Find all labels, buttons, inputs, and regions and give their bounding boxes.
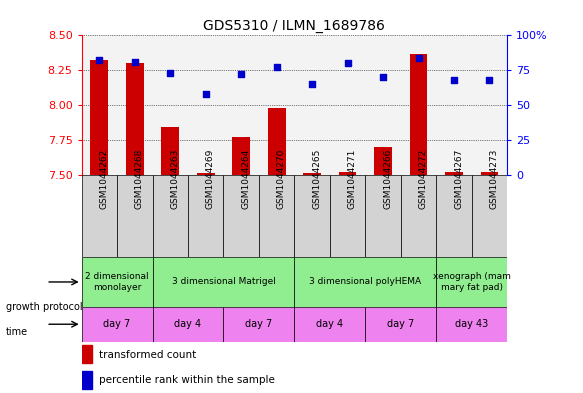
Text: day 7: day 7 [245,319,273,329]
Bar [161,127,179,175]
Text: GSM1044273: GSM1044273 [490,149,498,209]
Text: day 43: day 43 [455,319,489,329]
Bar [233,137,250,175]
Bar [445,172,463,175]
Text: day 4: day 4 [174,319,202,329]
Bar [294,35,330,175]
Bar [366,175,401,257]
Bar [294,257,436,307]
Bar [153,257,294,307]
Bar [294,175,330,257]
Bar [401,175,436,257]
Point [94,57,104,64]
Text: 3 dimensional polyHEMA: 3 dimensional polyHEMA [310,277,422,286]
Bar [153,307,223,342]
Bar [153,175,188,257]
Point [449,77,459,83]
Point [272,64,282,71]
Bar [436,257,507,307]
Bar [366,307,436,342]
Text: GSM1044269: GSM1044269 [206,149,215,209]
Text: GSM1044264: GSM1044264 [241,149,250,209]
Bar [223,307,294,342]
Bar [82,345,92,364]
Point [485,77,494,83]
Bar [410,53,427,175]
Bar [374,147,392,175]
Text: GSM1044267: GSM1044267 [454,149,463,209]
Bar [330,35,366,175]
Bar [401,35,436,175]
Point [130,59,139,65]
Bar [294,307,366,342]
Text: time: time [6,327,28,337]
Text: GSM1044265: GSM1044265 [312,149,321,209]
Bar [82,257,153,307]
Bar [436,175,472,257]
Title: GDS5310 / ILMN_1689786: GDS5310 / ILMN_1689786 [203,19,385,33]
Point [201,91,210,97]
Bar [480,172,498,175]
Bar [117,35,153,175]
Bar [303,173,321,175]
Point [378,74,388,81]
Bar [188,35,223,175]
Bar [153,35,188,175]
Text: 3 dimensional Matrigel: 3 dimensional Matrigel [171,277,275,286]
Text: GSM1044272: GSM1044272 [419,149,427,209]
Bar [126,63,143,175]
Text: GSM1044266: GSM1044266 [383,149,392,209]
Bar [366,35,401,175]
Text: 2 dimensional
monolayer: 2 dimensional monolayer [85,272,149,292]
Bar [197,173,215,175]
Bar [223,175,259,257]
Bar [82,371,92,389]
Bar [436,307,507,342]
Text: GSM1044270: GSM1044270 [277,149,286,209]
Bar [472,175,507,257]
Bar [188,175,223,257]
Text: GSM1044262: GSM1044262 [99,149,108,209]
Point [237,71,246,77]
Point [307,81,317,87]
Point [166,70,175,76]
Text: day 7: day 7 [387,319,415,329]
Bar [82,175,117,257]
Bar [330,175,366,257]
Bar [259,35,294,175]
Text: day 7: day 7 [103,319,131,329]
Bar [259,175,294,257]
Text: percentile rank within the sample: percentile rank within the sample [99,375,275,385]
Text: day 4: day 4 [317,319,343,329]
Bar [339,172,356,175]
Point [414,55,423,61]
Text: GSM1044271: GSM1044271 [347,149,357,209]
Bar [82,35,117,175]
Text: GSM1044268: GSM1044268 [135,149,144,209]
Text: xenograph (mam
mary fat pad): xenograph (mam mary fat pad) [433,272,511,292]
Text: GSM1044263: GSM1044263 [170,149,180,209]
Bar [90,61,108,175]
Bar [436,35,472,175]
Bar [82,307,153,342]
Bar [117,175,153,257]
Bar [268,108,286,175]
Bar [223,35,259,175]
Text: transformed count: transformed count [99,350,196,360]
Point [343,60,352,66]
Bar [472,35,507,175]
Text: growth protocol: growth protocol [6,302,82,312]
